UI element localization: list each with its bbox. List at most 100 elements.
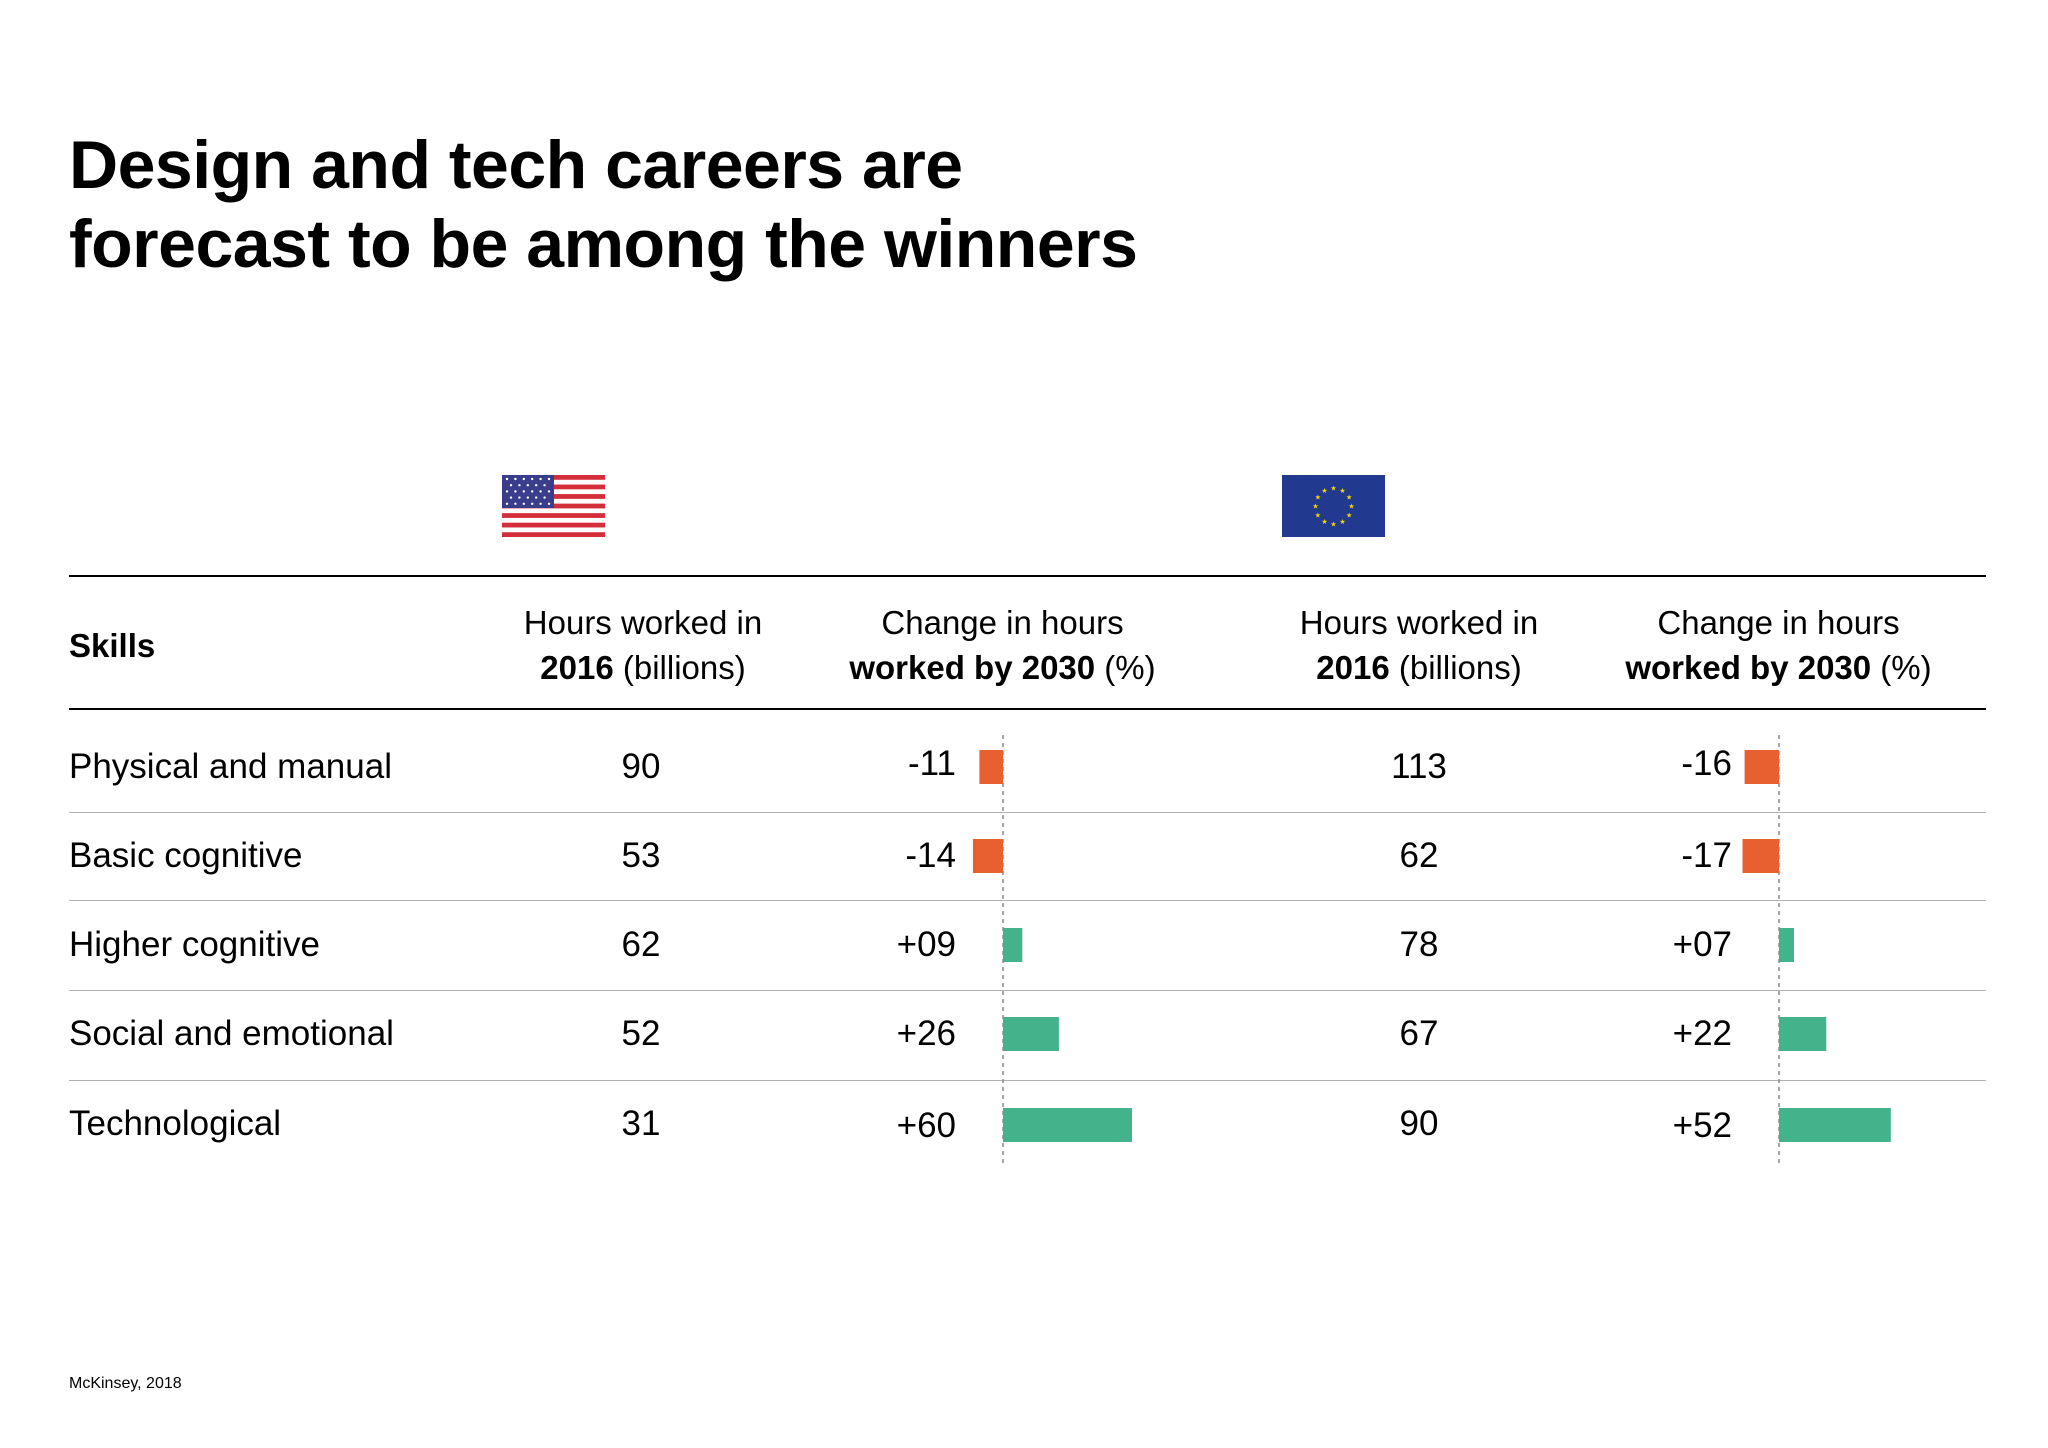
header-bold-part: worked by 2030: [849, 649, 1096, 686]
us-flag-stripe: [502, 513, 605, 518]
eu-hours-value: 62: [1399, 836, 1439, 875]
us-flag-star: [547, 502, 551, 505]
us-flag-star: [514, 477, 517, 481]
us-flag-star: [522, 477, 525, 481]
us-flag-star: [518, 484, 521, 487]
header-line: worked by 2030 (%): [1586, 645, 1971, 690]
header-bold-part: 2016: [1316, 649, 1390, 686]
us-flag-star: [547, 490, 551, 493]
us-flag-star: [543, 484, 546, 487]
eu-hours-value: 67: [1399, 1014, 1439, 1053]
header-line: worked by 2030 (%): [810, 645, 1195, 690]
header-eu-hours: Hours worked in 2016 (billions): [1264, 600, 1574, 690]
eu-flag: ★ ★ ★ ★ ★ ★ ★ ★ ★ ★ ★ ★: [1282, 475, 1385, 537]
us-flag-star: [547, 477, 551, 481]
us-flag-star: [535, 484, 538, 487]
row-divider: [69, 900, 1986, 901]
eu-change-label: -17: [1681, 836, 1732, 875]
title-line-2: forecast to be among the winners: [69, 206, 1138, 282]
us-canton: [502, 475, 554, 508]
eu-hours-value: 90: [1399, 1104, 1439, 1143]
row-divider: [69, 1080, 1986, 1081]
us-hours-value: 31: [621, 1104, 661, 1143]
eu-flag-star: ★: [1348, 503, 1354, 511]
us-change-label: +09: [896, 925, 956, 964]
eu-flag-star: ★: [1312, 503, 1318, 511]
skill-label: Technological: [69, 1104, 282, 1143]
skill-label: Social and emotional: [69, 1014, 394, 1053]
header-bottom-rule: [69, 708, 1986, 710]
header-eu-change: Change in hours worked by 2030 (%): [1586, 600, 1971, 690]
eu-change-bar: [1779, 1108, 1891, 1142]
us-flag-star: [539, 502, 542, 505]
us-flag-star: [531, 502, 534, 505]
us-flag-star: [518, 496, 521, 499]
eu-flag-star: ★: [1330, 485, 1336, 493]
us-change-bar: [972, 839, 1003, 873]
eu-flag-star: ★: [1346, 494, 1352, 502]
header-skills: Skills: [69, 627, 156, 664]
us-flag-star: [535, 496, 538, 499]
header-line: Hours worked in: [523, 604, 763, 641]
header-line: Change in hours: [881, 604, 1124, 641]
us-change-label: +60: [896, 1106, 956, 1145]
eu-change-label: +22: [1672, 1014, 1732, 1053]
eu-flag-star: ★: [1315, 494, 1321, 502]
header-bold-part: 2016: [540, 649, 614, 686]
us-flag-star: [505, 490, 509, 493]
us-flag-stripe: [502, 522, 605, 528]
us-flag-star: [514, 490, 517, 493]
eu-change-label: +07: [1672, 925, 1732, 964]
us-flag-star: [522, 502, 525, 505]
title-line-1: Design and tech careers are: [69, 127, 963, 203]
header-line: Change in hours: [1657, 604, 1900, 641]
us-change-label: -11: [908, 744, 956, 783]
us-flag-star: [531, 490, 534, 493]
eu-flag-star: ★: [1339, 487, 1345, 495]
us-hours-value: 52: [621, 1014, 661, 1053]
eu-flag-icon: ★★★★★★★★★ ★ ★★: [1282, 475, 1385, 537]
header-line: 2016 (billions): [1264, 645, 1574, 690]
us-flag-star: [526, 484, 529, 487]
us-change-bar: [1003, 1017, 1059, 1051]
header-us-hours: Hours worked in 2016 (billions): [488, 600, 798, 690]
source-note: McKinsey, 2018: [69, 1375, 182, 1392]
row-divider: [69, 990, 1986, 991]
eu-change-label: +52: [1672, 1106, 1732, 1145]
header-line: 2016 (billions): [488, 645, 798, 690]
us-hours-value: 53: [621, 836, 661, 875]
eu-change-label: -16: [1681, 744, 1732, 783]
skill-label: Physical and manual: [69, 747, 392, 786]
skill-label: Higher cognitive: [69, 925, 320, 964]
us-change-label: +26: [896, 1014, 956, 1053]
eu-hours-value: 78: [1399, 925, 1439, 964]
eu-change-bar: [1742, 839, 1779, 873]
header-rest-part: (%): [1095, 649, 1156, 686]
header-rest-part: (%): [1871, 649, 1932, 686]
header-bold-part: worked by 2030: [1625, 649, 1872, 686]
us-flag-star: [531, 477, 534, 481]
us-flag-star: [509, 496, 513, 499]
us-flag-star: [522, 490, 525, 493]
chart-title: Design and tech careers are forecast to …: [69, 126, 1469, 284]
eu-flag-star: ★: [1339, 518, 1345, 526]
eu-change-bar: [1744, 750, 1779, 784]
header-rest-part: (billions): [613, 649, 746, 686]
us-flag-star: [543, 496, 546, 499]
header-us-change: Change in hours worked by 2030 (%): [810, 600, 1195, 690]
us-flag-star: [539, 477, 542, 481]
us-flag-icon: [502, 475, 605, 537]
eu-hours-value: 113: [1391, 747, 1447, 786]
us-hours-value: 90: [621, 747, 661, 786]
us-change-bar: [1003, 1108, 1132, 1142]
us-hours-value: 62: [621, 925, 661, 964]
us-change-bar: [979, 750, 1003, 784]
eu-flag-star: ★: [1321, 518, 1327, 526]
us-change-label: -14: [905, 836, 956, 875]
eu-change-bar: [1779, 928, 1794, 962]
us-flag-star: [509, 484, 513, 487]
skill-label: Basic cognitive: [69, 836, 303, 875]
row-divider: [69, 812, 1986, 813]
eu-flag-star: ★: [1330, 521, 1336, 529]
